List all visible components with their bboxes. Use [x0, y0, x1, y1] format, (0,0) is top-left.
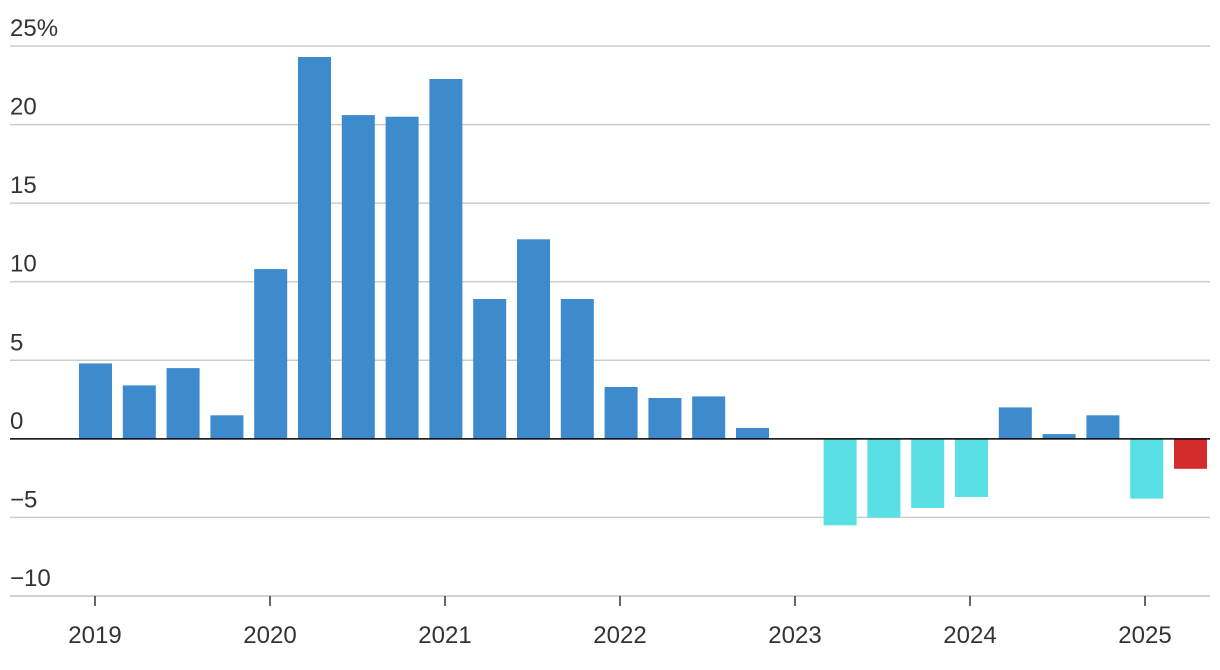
bar	[955, 438, 988, 497]
y-tick-label: 0	[10, 408, 23, 435]
x-tick-label: 2022	[593, 622, 646, 649]
x-tick-label: 2025	[1118, 622, 1171, 649]
bar	[823, 438, 857, 526]
bar	[385, 116, 419, 439]
x-axis-tick-labels: 2019 2020 2021 2022 2023 2024 2025	[68, 622, 1171, 649]
y-tick-label: 5	[10, 329, 23, 356]
gridlines	[10, 45, 1210, 597]
y-axis-tick-labels: 25% 20 15 10 5 0 −5 −10	[10, 15, 58, 592]
x-tick-label: 2020	[243, 622, 296, 649]
bar	[1042, 434, 1076, 439]
x-tick-label: 2023	[768, 622, 821, 649]
bar	[1086, 415, 1120, 439]
bar	[473, 299, 507, 439]
x-axis	[10, 438, 1210, 606]
bar	[604, 387, 638, 439]
y-tick-label: −5	[10, 486, 37, 513]
bar	[911, 438, 945, 508]
bar	[429, 79, 463, 439]
bars	[79, 57, 1207, 526]
bar	[692, 396, 726, 439]
bar	[1174, 438, 1207, 469]
y-tick-label: 10	[10, 251, 37, 278]
bar	[341, 115, 375, 439]
bar	[867, 438, 901, 518]
bar	[254, 269, 288, 439]
y-tick-label: 20	[10, 94, 37, 121]
bar	[736, 427, 769, 439]
y-tick-label: 15	[10, 172, 37, 199]
bar	[79, 363, 112, 439]
bar	[648, 398, 682, 439]
x-tick-label: 2021	[418, 622, 471, 649]
bar	[122, 385, 156, 439]
bar	[1130, 438, 1164, 499]
bar	[517, 239, 550, 439]
y-tick-label: 25%	[10, 15, 58, 42]
y-tick-label: −10	[10, 565, 51, 592]
x-tick-label: 2019	[68, 622, 121, 649]
bar	[998, 407, 1032, 439]
bar	[560, 299, 594, 439]
x-tick-label: 2024	[943, 622, 996, 649]
bar	[298, 57, 331, 439]
bar	[166, 368, 200, 439]
bar	[210, 415, 244, 439]
